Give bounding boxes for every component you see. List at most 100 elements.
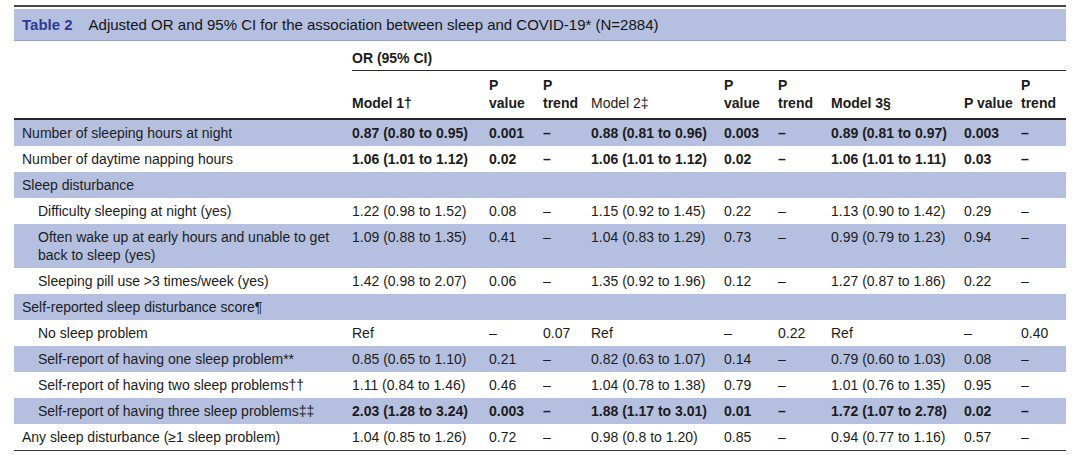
table-row: Number of daytime napping hours1.06 (1.0… <box>14 146 1066 172</box>
table-container: Table 2Adjusted OR and 95% CI for the as… <box>0 0 1080 451</box>
table-row: Sleeping pill use >3 times/week (yes)1.4… <box>14 268 1066 294</box>
table-row: Self-report of having one sleep problem*… <box>14 346 1066 372</box>
table-cell: 0.73 <box>724 224 778 268</box>
table-cell: 2.03 (1.28 to 3.24) <box>352 398 489 424</box>
table-cell: 0.08 <box>964 346 1021 372</box>
table-cell <box>724 172 778 198</box>
table-cell: 0.003 <box>489 398 543 424</box>
table-cell <box>591 172 724 198</box>
table-row: Number of sleeping hours at night0.87 (0… <box>14 119 1066 146</box>
table-cell: 1.22 (0.98 to 1.52) <box>352 198 489 224</box>
table-cell: – <box>489 320 543 346</box>
table-cell: – <box>543 146 591 172</box>
table-cell: 0.001 <box>489 119 543 146</box>
table-cell: – <box>724 320 778 346</box>
table-cell: 0.22 <box>778 320 831 346</box>
row-label-column-header <box>14 71 352 120</box>
table-cell: 0.85 <box>724 424 778 451</box>
section-row: Self-reported sleep disturbance score¶ <box>14 294 1066 320</box>
table-cell <box>543 172 591 198</box>
table-cell: 0.94 <box>964 224 1021 268</box>
table-row: Any sleep disturbance (≥1 sleep problem)… <box>14 424 1066 451</box>
table-cell: – <box>1021 372 1066 398</box>
group-header: OR (95% CI) <box>352 41 1066 71</box>
table-cell: 1.09 (0.88 to 1.35) <box>352 224 489 268</box>
table-cell: 1.01 (0.76 to 1.35) <box>831 372 964 398</box>
section-label: Self-reported sleep disturbance score¶ <box>14 294 352 320</box>
table-cell: – <box>1021 146 1066 172</box>
table-row: No sleep problemRef–0.07Ref–0.22Ref–0.40 <box>14 320 1066 346</box>
table-top-rule <box>14 5 1066 7</box>
table-cell: – <box>543 346 591 372</box>
table-cell: – <box>778 224 831 268</box>
table-cell: 1.06 (1.01 to 1.12) <box>591 146 724 172</box>
section-label: Sleep disturbance <box>14 172 352 198</box>
table-cell: 0.08 <box>489 198 543 224</box>
section-row: Sleep disturbance <box>14 172 1066 198</box>
table-cell: 0.29 <box>964 198 1021 224</box>
table-cell: 1.04 (0.83 to 1.29) <box>591 224 724 268</box>
table-cell: 0.003 <box>724 119 778 146</box>
row-label: Self-report of having three sleep proble… <box>14 398 352 424</box>
table-row: Often wake up at early hours and unable … <box>14 224 1066 268</box>
table-cell: 0.87 (0.80 to 0.95) <box>352 119 489 146</box>
table-cell <box>489 294 543 320</box>
table-cell: 0.02 <box>964 398 1021 424</box>
table-cell: – <box>1021 268 1066 294</box>
table-cell: – <box>778 268 831 294</box>
table-cell: – <box>964 320 1021 346</box>
table-cell: 0.03 <box>964 146 1021 172</box>
table-cell: 0.94 (0.77 to 1.16) <box>831 424 964 451</box>
column-header: P trend <box>543 71 591 120</box>
table-cell: 0.88 (0.81 to 0.96) <box>591 119 724 146</box>
table-cell: 1.15 (0.92 to 1.45) <box>591 198 724 224</box>
table-cell <box>352 294 489 320</box>
column-header: Model 2‡ <box>591 71 724 120</box>
table-cell: – <box>543 198 591 224</box>
table-row: Difficulty sleeping at night (yes)1.22 (… <box>14 198 1066 224</box>
table-cell: 0.06 <box>489 268 543 294</box>
table-cell: 0.57 <box>964 424 1021 451</box>
table-cell: – <box>543 224 591 268</box>
table-cell: 1.06 (1.01 to 1.11) <box>831 146 964 172</box>
column-header: Model 3§ <box>831 71 964 120</box>
table-cell <box>778 172 831 198</box>
table-cell: – <box>1021 119 1066 146</box>
table-cell <box>831 294 964 320</box>
group-header-spacer <box>14 41 352 71</box>
table-cell <box>1021 172 1066 198</box>
table-cell: 1.04 (0.78 to 1.38) <box>591 372 724 398</box>
table-cell: 0.72 <box>489 424 543 451</box>
table-cell: 0.46 <box>489 372 543 398</box>
table-cell: 0.003 <box>964 119 1021 146</box>
table-cell: 1.42 (0.98 to 2.07) <box>352 268 489 294</box>
table-cell: – <box>778 424 831 451</box>
row-label: Sleeping pill use >3 times/week (yes) <box>14 268 352 294</box>
row-label: Often wake up at early hours and unable … <box>14 224 352 268</box>
row-label: Difficulty sleeping at night (yes) <box>14 198 352 224</box>
table-cell: – <box>1021 424 1066 451</box>
column-header-row: Model 1†P valueP trendModel 2‡P valueP t… <box>14 71 1066 120</box>
table-cell: 0.40 <box>1021 320 1066 346</box>
table-row: Self-report of having three sleep proble… <box>14 398 1066 424</box>
results-table: OR (95% CI) Model 1†P valueP trendModel … <box>14 41 1066 451</box>
table-cell: 0.07 <box>543 320 591 346</box>
table-cell: – <box>1021 224 1066 268</box>
table-cell: – <box>543 398 591 424</box>
table-cell <box>964 294 1021 320</box>
table-cell: – <box>543 424 591 451</box>
table-cell: 0.22 <box>724 198 778 224</box>
table-number-label: Table 2 <box>22 16 73 33</box>
table-cell: 0.85 (0.65 to 1.10) <box>352 346 489 372</box>
table-cell <box>591 294 724 320</box>
table-cell: 0.22 <box>964 268 1021 294</box>
table-cell: Ref <box>352 320 489 346</box>
table-cell: 0.21 <box>489 346 543 372</box>
table-cell: 0.79 (0.60 to 1.03) <box>831 346 964 372</box>
table-cell: 0.02 <box>724 146 778 172</box>
column-header: P value <box>489 71 543 120</box>
table-cell: 0.01 <box>724 398 778 424</box>
table-cell: – <box>1021 398 1066 424</box>
table-cell: 0.12 <box>724 268 778 294</box>
table-cell: 1.13 (0.90 to 1.42) <box>831 198 964 224</box>
